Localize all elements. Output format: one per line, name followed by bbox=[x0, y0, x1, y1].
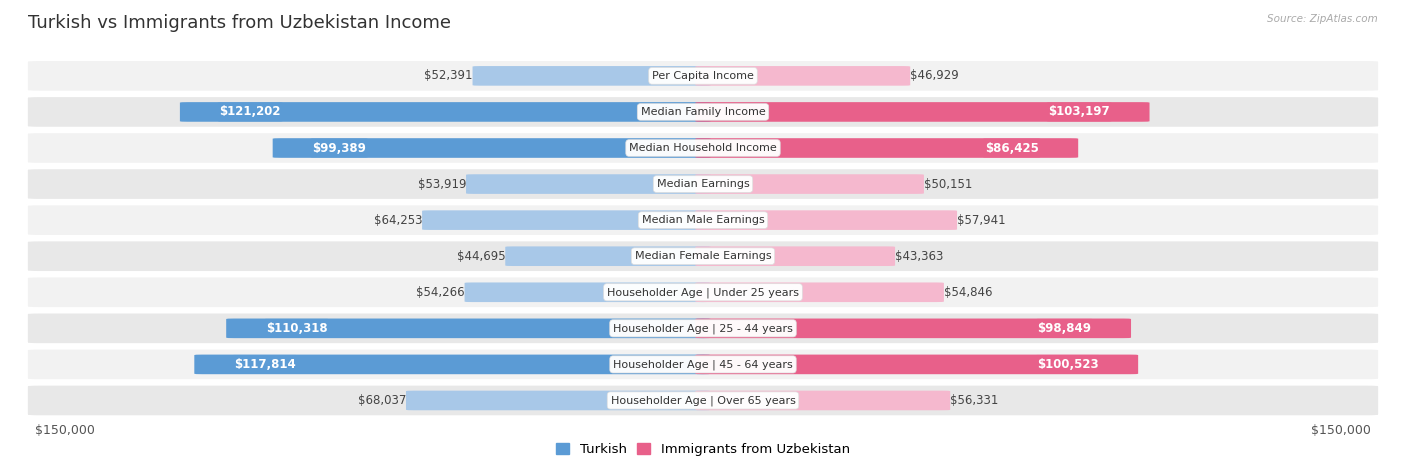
Text: $121,202: $121,202 bbox=[219, 106, 281, 119]
Text: $110,318: $110,318 bbox=[266, 322, 328, 335]
FancyBboxPatch shape bbox=[27, 132, 1379, 164]
FancyBboxPatch shape bbox=[27, 241, 1379, 272]
FancyBboxPatch shape bbox=[696, 66, 910, 85]
Text: Median Female Earnings: Median Female Earnings bbox=[634, 251, 772, 261]
FancyBboxPatch shape bbox=[27, 312, 1379, 344]
Text: Per Capita Income: Per Capita Income bbox=[652, 71, 754, 81]
Text: Source: ZipAtlas.com: Source: ZipAtlas.com bbox=[1267, 14, 1378, 24]
FancyBboxPatch shape bbox=[273, 138, 710, 158]
FancyBboxPatch shape bbox=[696, 318, 1130, 338]
FancyBboxPatch shape bbox=[696, 210, 957, 230]
Text: Turkish vs Immigrants from Uzbekistan Income: Turkish vs Immigrants from Uzbekistan In… bbox=[28, 14, 451, 32]
Text: $56,331: $56,331 bbox=[950, 394, 998, 407]
Text: $99,389: $99,389 bbox=[312, 142, 366, 155]
Text: $43,363: $43,363 bbox=[896, 250, 943, 263]
FancyBboxPatch shape bbox=[27, 204, 1379, 236]
Text: $86,425: $86,425 bbox=[984, 142, 1039, 155]
FancyBboxPatch shape bbox=[696, 354, 1137, 374]
Text: $54,266: $54,266 bbox=[416, 286, 464, 299]
Text: $50,151: $50,151 bbox=[924, 177, 973, 191]
FancyBboxPatch shape bbox=[27, 168, 1379, 200]
Legend: Turkish, Immigrants from Uzbekistan: Turkish, Immigrants from Uzbekistan bbox=[551, 438, 855, 461]
Text: Householder Age | 45 - 64 years: Householder Age | 45 - 64 years bbox=[613, 359, 793, 370]
Text: Householder Age | Under 25 years: Householder Age | Under 25 years bbox=[607, 287, 799, 297]
FancyBboxPatch shape bbox=[696, 102, 1150, 122]
FancyBboxPatch shape bbox=[27, 60, 1379, 92]
Text: $64,253: $64,253 bbox=[374, 213, 422, 226]
Text: $98,849: $98,849 bbox=[1038, 322, 1091, 335]
Text: $53,919: $53,919 bbox=[418, 177, 465, 191]
FancyBboxPatch shape bbox=[505, 247, 710, 266]
FancyBboxPatch shape bbox=[472, 66, 710, 85]
FancyBboxPatch shape bbox=[696, 391, 950, 410]
Text: $100,523: $100,523 bbox=[1038, 358, 1098, 371]
FancyBboxPatch shape bbox=[180, 102, 710, 122]
Text: $52,391: $52,391 bbox=[425, 70, 472, 82]
Text: $103,197: $103,197 bbox=[1049, 106, 1109, 119]
FancyBboxPatch shape bbox=[465, 174, 710, 194]
Text: Median Earnings: Median Earnings bbox=[657, 179, 749, 189]
Text: $68,037: $68,037 bbox=[357, 394, 406, 407]
Text: Median Family Income: Median Family Income bbox=[641, 107, 765, 117]
Text: $117,814: $117,814 bbox=[233, 358, 295, 371]
FancyBboxPatch shape bbox=[27, 348, 1379, 380]
FancyBboxPatch shape bbox=[194, 354, 710, 374]
FancyBboxPatch shape bbox=[696, 283, 943, 302]
FancyBboxPatch shape bbox=[696, 174, 924, 194]
FancyBboxPatch shape bbox=[464, 283, 710, 302]
FancyBboxPatch shape bbox=[27, 276, 1379, 308]
FancyBboxPatch shape bbox=[696, 247, 896, 266]
FancyBboxPatch shape bbox=[27, 385, 1379, 417]
Text: Median Household Income: Median Household Income bbox=[628, 143, 778, 153]
Text: $44,695: $44,695 bbox=[457, 250, 505, 263]
Text: Median Male Earnings: Median Male Earnings bbox=[641, 215, 765, 225]
FancyBboxPatch shape bbox=[406, 391, 710, 410]
Text: $54,846: $54,846 bbox=[943, 286, 993, 299]
Text: $57,941: $57,941 bbox=[957, 213, 1005, 226]
FancyBboxPatch shape bbox=[27, 96, 1379, 128]
Text: $46,929: $46,929 bbox=[910, 70, 959, 82]
FancyBboxPatch shape bbox=[226, 318, 710, 338]
FancyBboxPatch shape bbox=[696, 138, 1078, 158]
FancyBboxPatch shape bbox=[422, 210, 710, 230]
Text: Householder Age | Over 65 years: Householder Age | Over 65 years bbox=[610, 395, 796, 406]
Text: Householder Age | 25 - 44 years: Householder Age | 25 - 44 years bbox=[613, 323, 793, 333]
